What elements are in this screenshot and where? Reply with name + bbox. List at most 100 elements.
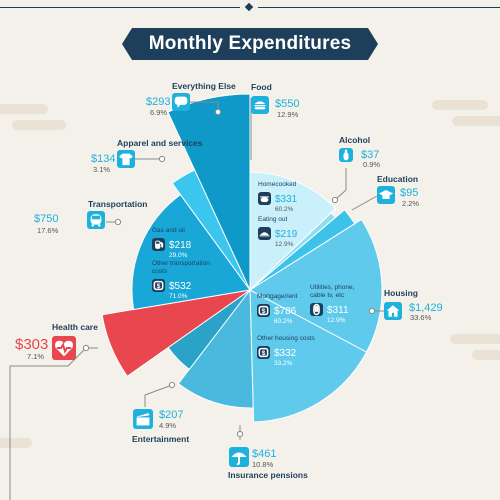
sub-percent-utilities-phone-cable-tv-etc: 12.9% (327, 317, 346, 324)
sub-label-other-transportation-costs-1: costs (152, 268, 168, 275)
sub-icon-mortgage-rent: $ (257, 304, 270, 317)
category-icon-transportation (87, 211, 105, 229)
umbrella-handle (236, 457, 240, 466)
leader-dot-alcohol (331, 196, 339, 204)
cap-base (382, 195, 390, 199)
category-value-apparel-and-services: $134 (91, 153, 115, 165)
category-value-entertainment: $207 (159, 409, 183, 421)
fuel-icon (155, 240, 164, 249)
category-percent-health-care: 7.1% (27, 352, 44, 361)
category-percent-housing: 33.6% (410, 313, 432, 322)
phone-frame (313, 303, 320, 316)
category-percent-alcohol: 0.9% (363, 160, 380, 169)
cloud-decoration (12, 120, 66, 130)
pie-slice-health-care (101, 289, 251, 377)
sub-label-utilities-phone-cable-tv-etc: Utilities, phone, (310, 284, 355, 291)
category-icon-everything-else (172, 93, 190, 111)
sub-value-mortgage-rent: $786 (274, 306, 297, 317)
category-value-housing: $1,429 (409, 302, 443, 314)
leader-dot-transportation (114, 218, 122, 226)
leader-line-education (351, 195, 378, 211)
top-rule-left (0, 7, 240, 8)
leader-line-everything-else (190, 101, 219, 112)
sub-label-eating-out: Eating out (258, 216, 287, 223)
sub-value-other-transportation-costs: $532 (169, 281, 192, 292)
pie-slice-food (249, 171, 337, 292)
leader-line-health-care (9, 347, 98, 500)
cloud-decoration (0, 438, 32, 448)
category-label-alcohol: Alcohol (339, 135, 370, 145)
sub-value-utilities-phone-cable-tv-etc: $311 (327, 305, 349, 316)
category-percent-transportation: 17.6% (37, 226, 59, 235)
burger-bun-top (254, 101, 266, 105)
burger-bun-bottom (254, 107, 266, 110)
category-icon-insurance-pensions (229, 447, 249, 467)
money-frame (258, 305, 269, 316)
category-icon-housing (384, 302, 402, 320)
category-percent-apparel-and-services: 3.1% (93, 165, 110, 174)
money-frame (258, 347, 269, 358)
category-icon-food (251, 96, 269, 114)
dollar-glyph: $ (262, 350, 266, 357)
pie-slice-housing (249, 218, 383, 423)
bottle-icon (343, 149, 349, 161)
leader-line-entertainment (144, 384, 173, 407)
sub-icon-utilities-phone-cable-tv-etc (310, 303, 323, 316)
money-icon: $ (258, 305, 269, 316)
category-percent-everything-else: 6.9% (150, 108, 167, 117)
category-percent-food: 12.9% (277, 110, 299, 119)
title-banner: Monthly Expenditures (122, 28, 378, 60)
clapper-top (136, 413, 150, 417)
burger-icon (254, 101, 266, 110)
sub-value-other-housing-costs: $332 (274, 348, 297, 359)
house-icon (386, 305, 400, 317)
sub-percent-other-transportation-costs: 71.0% (169, 293, 188, 300)
pot-body (260, 197, 269, 203)
leader-dot-housing (368, 307, 376, 315)
shirt-icon (119, 153, 133, 166)
category-icon-education (377, 186, 395, 204)
leader-dot-insurance-pensions (236, 430, 244, 438)
cloud-decoration (432, 100, 488, 110)
dish-cover (260, 232, 269, 236)
pie-slice-insurance-pensions (177, 288, 254, 409)
umbrella-icon (231, 452, 247, 466)
money-frame (153, 280, 164, 291)
dollar-glyph: $ (157, 283, 161, 290)
dish-plate (259, 235, 270, 237)
money-icon: $ (153, 280, 164, 291)
sub-label-other-housing-costs: Other housing costs (257, 335, 316, 342)
cloud-decoration (0, 104, 48, 114)
cap-board (378, 189, 394, 198)
category-label-entertainment: Entertainment (132, 434, 189, 444)
pot-icon (259, 196, 270, 203)
sub-value-gas-and-oil: $218 (169, 240, 192, 251)
shirt-shape (119, 153, 133, 166)
leader-line-alcohol (334, 168, 347, 201)
sub-icon-gas-and-oil (152, 238, 165, 251)
heart-pulse-icon (55, 340, 73, 357)
category-value-transportation: $750 (34, 213, 58, 225)
message-tail (177, 104, 181, 109)
leader-dot-apparel-and-services (158, 155, 166, 163)
category-value-everything-else: $293 (146, 96, 170, 108)
category-label-health-care: Health care (52, 322, 98, 332)
sub-label-homecooked: Homecooked (258, 181, 297, 188)
dish-icon (259, 232, 270, 237)
category-icon-apparel-and-services (117, 150, 135, 168)
leader-dot-health-care (82, 344, 90, 352)
category-label-education: Education (377, 174, 418, 184)
fuel-display (156, 241, 160, 244)
sub-value-eating-out: $219 (275, 229, 298, 240)
top-rule-right (258, 7, 500, 8)
category-label-housing: Housing (384, 288, 418, 298)
pulse-line (56, 342, 72, 354)
bus-wheel (97, 224, 101, 227)
bus-window (91, 215, 101, 220)
sub-percent-homecooked: 60.2% (275, 206, 294, 213)
leader-dot-entertainment (168, 381, 176, 389)
money-icon: $ (258, 347, 269, 358)
house-roof (386, 305, 400, 311)
category-value-insurance-pensions: $461 (252, 448, 276, 460)
